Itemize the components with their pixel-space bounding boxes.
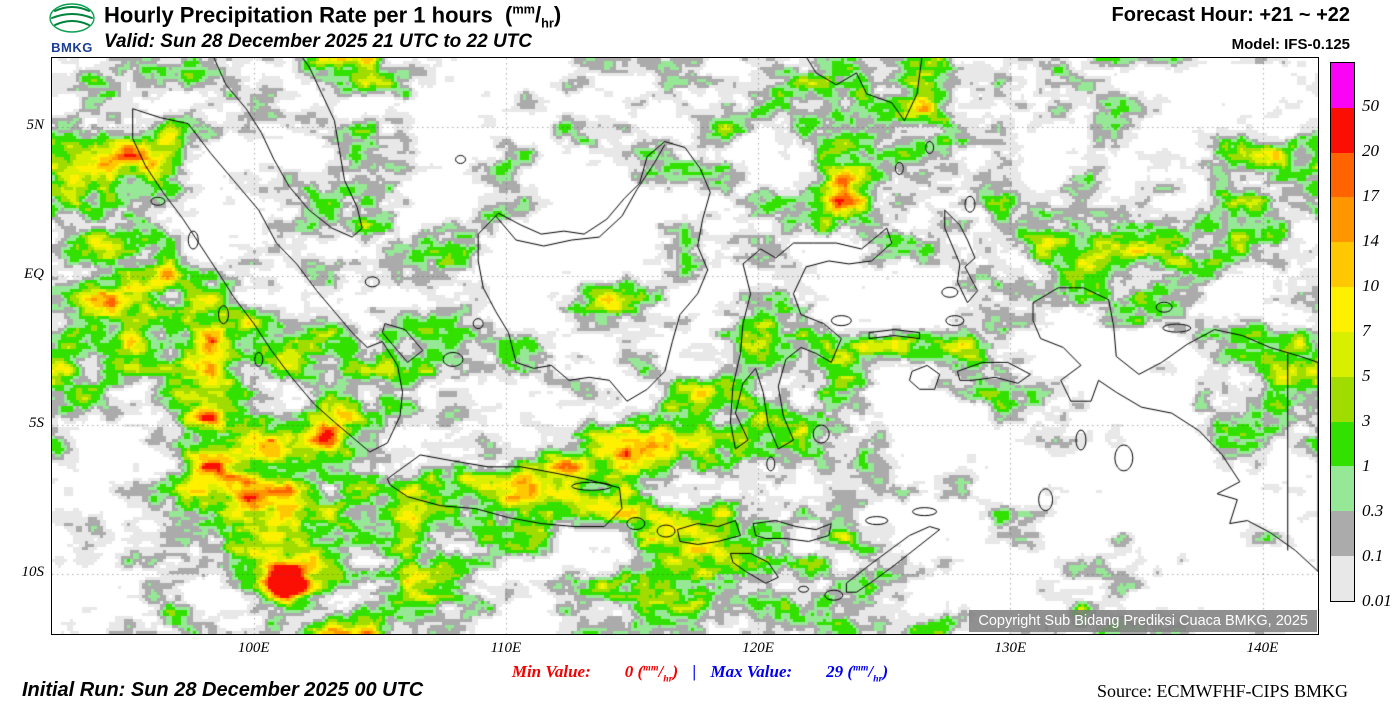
page-title: Hourly Precipitation Rate per 1 hours (m… [104,2,561,31]
legend-color-10 [1331,242,1354,288]
legend-color-50 [1331,63,1354,108]
title-text: Hourly Precipitation Rate per 1 hours [104,2,493,28]
legend-value-3: 3 [1362,411,1371,430]
lon-tick-110E: 110E [490,640,522,656]
legend-value-7: 7 [1362,321,1371,340]
valid-time-label: Valid: Sun 28 December 2025 21 UTC to 22… [104,31,533,52]
legend-value-1: 1 [1362,456,1371,475]
min-unit: (mm/hr) [637,662,679,685]
legend-color-7 [1331,287,1354,332]
lon-tick-120E: 120E [742,640,774,656]
precipitation-map: Copyright Sub Bidang Prediksi Cuaca BMKG… [51,57,1319,635]
lon-tick-130E: 130E [994,640,1027,656]
initial-run-label: Initial Run: Sun 28 December 2025 00 UTC [22,679,424,701]
legend-value-17: 17 [1362,186,1379,205]
legend-color-3 [1331,376,1354,422]
legend-color-17 [1331,152,1354,198]
lat-tick-5S: 5S [29,415,44,432]
lon-tick-140E: 140E [1246,640,1279,656]
legend-color-0.1 [1331,511,1354,557]
lon-tick-100E: 100E [237,640,270,656]
minmax-separator: | [692,662,697,681]
legend-value-50: 50 [1362,96,1379,115]
bmkg-globe-icon [49,3,95,33]
lat-tick-10S: 10S [21,564,45,581]
model-label: Model: IFS-0.125 [1231,36,1350,53]
max-value: 29 [826,662,844,681]
legend-color-0.01 [1331,556,1354,601]
lat-tick-EQ: EQ [24,265,44,282]
source-label: Source: ECMWFHF-CIPS BMKG [1096,681,1348,701]
title-unit: (mm/hr) [505,2,562,31]
legend-color-20 [1331,107,1354,153]
lat-tick-5N: 5N [26,116,44,133]
legend-value-20: 20 [1362,141,1379,160]
legend-value-0.01: 0.01 [1362,591,1392,610]
bmkg-logo-label: BMKG [51,40,93,55]
legend-color-1 [1331,421,1354,467]
legend-color-14 [1331,197,1354,243]
bmkg-logo: BMKG [44,2,100,54]
map-copyright: Copyright Sub Bidang Prediksi Cuaca BMKG… [969,610,1317,632]
forecast-hour-label: Forecast Hour: +21 ~ +22 [1111,4,1350,26]
color-scale-legend [1330,62,1355,602]
legend-value-14: 14 [1362,231,1379,250]
max-value-label: Max Value: [710,662,793,681]
minmax-line: Min Value: 0 (mm/hr) | Max Value: 29 (mm/h… [0,662,1400,684]
max-unit: (mm/hr) [847,662,889,685]
min-value-label: Min Value: [511,662,591,681]
legend-value-10: 10 [1362,276,1379,295]
legend-value-0.3: 0.3 [1362,501,1384,520]
precipitation-map-canvas [52,58,1318,634]
legend-color-0.3 [1331,466,1354,512]
legend-value-5: 5 [1362,366,1371,385]
legend-value-0.1: 0.1 [1362,546,1384,565]
min-value: 0 [624,662,634,681]
legend-color-5 [1331,331,1354,377]
